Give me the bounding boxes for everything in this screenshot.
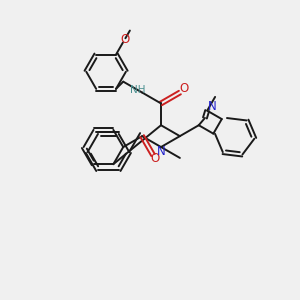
Text: N: N — [208, 100, 217, 113]
Text: O: O — [150, 152, 160, 165]
Text: O: O — [179, 82, 188, 95]
Text: NH: NH — [130, 85, 146, 94]
Text: O: O — [120, 33, 130, 46]
Text: N: N — [157, 146, 165, 158]
